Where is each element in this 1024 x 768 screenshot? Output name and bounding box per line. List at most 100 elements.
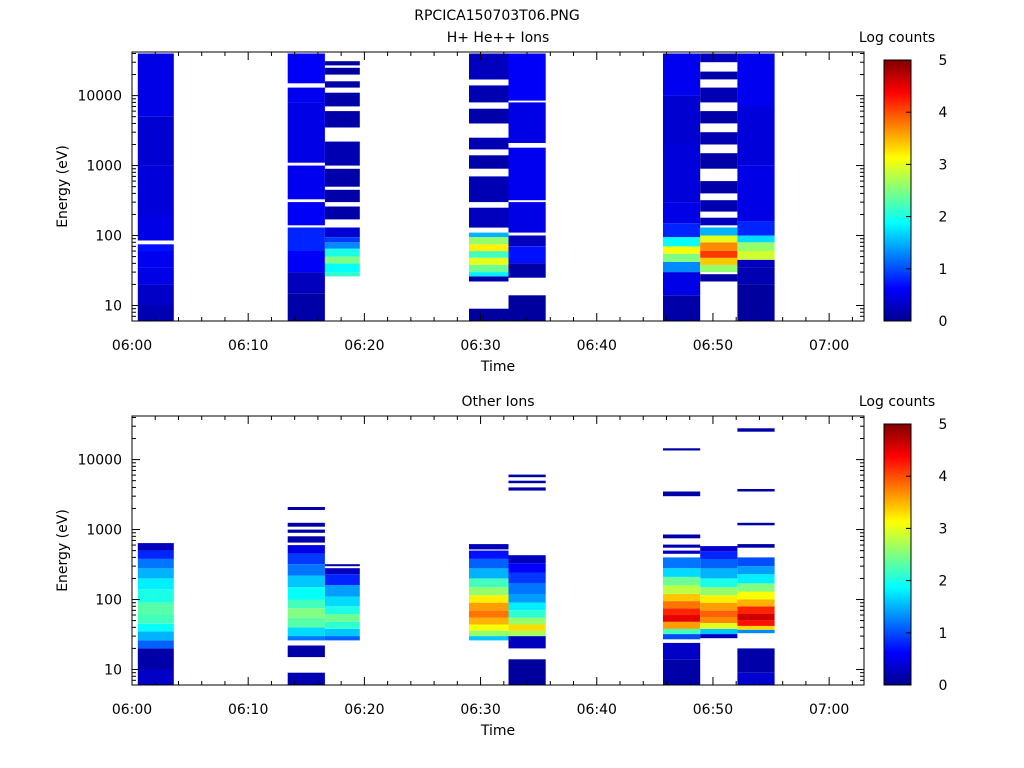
heatmap-cell (663, 608, 701, 616)
heatmap-cell (137, 251, 174, 268)
y-axis-label: Energy (eV) (55, 145, 71, 228)
heatmap-cell (469, 244, 509, 252)
heatmap-cell (663, 628, 701, 635)
heatmap-cell (324, 614, 360, 622)
heatmap-cell (324, 67, 360, 75)
x-tick-label: 06:50 (693, 702, 733, 718)
heatmap-cell (700, 587, 738, 596)
heatmap-cell (137, 669, 174, 685)
colorbar-gradient (883, 59, 912, 322)
x-tick-label: 06:20 (344, 702, 384, 718)
heatmap-cell (700, 181, 738, 194)
heatmap-cell (324, 621, 360, 629)
heatmap-cell (137, 640, 174, 649)
heatmap-cell (663, 557, 701, 569)
heatmap-cell (700, 111, 738, 124)
heatmap-cell (508, 235, 546, 247)
heatmap-cell (700, 628, 738, 635)
heatmap-cell (469, 207, 509, 228)
heatmap-cell (737, 591, 775, 600)
x-tick-label: 06:30 (460, 702, 500, 718)
heatmap-cell (508, 480, 546, 484)
heatmap-cell (663, 95, 701, 145)
heatmap-cell (324, 585, 360, 597)
heatmap-cell (324, 111, 360, 128)
heatmap-cell (137, 267, 174, 285)
heatmap-cell (137, 578, 174, 590)
heatmap-cell (508, 263, 546, 278)
heatmap-cell (663, 144, 701, 203)
heatmap-cell (137, 165, 174, 215)
heatmap-cell (663, 577, 701, 586)
heatmap-cell (469, 251, 509, 258)
y-tick-label: 1000 (86, 159, 122, 175)
heatmap-cell (737, 648, 775, 673)
heatmap-cell (508, 617, 546, 625)
heatmap-cell (508, 295, 546, 321)
heatmap-cell (324, 636, 360, 641)
heatmap-cell (737, 428, 775, 432)
heatmap-cell (324, 568, 360, 575)
heatmap-cell (287, 627, 325, 637)
heatmap-cell (663, 544, 701, 548)
heatmap-cell (324, 256, 360, 264)
colorbar-tick-label: 0 (939, 678, 948, 694)
heatmap-cell (137, 550, 174, 559)
heatmap-cell (737, 53, 775, 107)
heatmap-cell (663, 568, 701, 577)
heatmap-cell (287, 251, 325, 273)
heatmap-cell (469, 578, 509, 588)
heatmap-cell (663, 550, 701, 554)
heatmap-cell (737, 522, 775, 526)
heatmap-cell (737, 267, 775, 285)
heatmap-cell (287, 227, 325, 251)
heatmap-cell (508, 53, 546, 101)
heatmap-cell (287, 202, 325, 226)
heatmap-cell (137, 53, 174, 117)
heatmap-cell (324, 61, 360, 66)
heatmap-cells (137, 53, 775, 321)
heatmap-cell (700, 217, 738, 226)
heatmap-cell (324, 168, 360, 187)
panel-title: H+ He++ Ions (447, 30, 550, 46)
colorbar-tick-label: 4 (939, 469, 948, 485)
heatmap-cell (663, 53, 701, 96)
heatmap-cell (508, 102, 546, 143)
heatmap-cell (700, 87, 738, 103)
heatmap-cell (324, 189, 360, 203)
heatmap-cell (324, 227, 360, 237)
x-axis-label: Time (480, 359, 515, 375)
heatmap-cell (137, 543, 174, 551)
heatmap-cell (737, 165, 775, 222)
colorbar-tick-label: 5 (939, 417, 948, 433)
heatmap-cell (663, 621, 701, 629)
heatmap-cell (469, 155, 509, 169)
heatmap-cell (508, 659, 546, 685)
heatmap-cell (663, 246, 701, 254)
panel-title: Other Ions (461, 394, 534, 410)
heatmap-cell (469, 272, 509, 277)
heatmap-cell (700, 634, 738, 639)
heatmap-cell (700, 251, 738, 258)
heatmap-cell (737, 259, 775, 268)
x-axis-label: Time (480, 723, 515, 739)
colorbar-tick-label: 1 (939, 262, 948, 278)
y-tick-label: 100 (95, 593, 122, 609)
heatmap-cell (700, 546, 738, 552)
colorbar-label: Log counts (859, 30, 935, 46)
heatmap-cell (700, 559, 738, 569)
x-tick-label: 06:20 (344, 338, 384, 354)
heatmap-cell (508, 555, 546, 564)
heatmap-cell (737, 599, 775, 607)
heatmap-cell (737, 620, 775, 626)
heatmap-cell (737, 284, 775, 321)
heatmap-cell (324, 606, 360, 614)
heatmap-cell (469, 544, 509, 550)
heatmap-cell (287, 617, 325, 628)
heatmap-cell (469, 602, 509, 611)
heatmap-cell (287, 672, 325, 685)
heatmap-cell (737, 625, 775, 630)
heatmap-cell (737, 235, 775, 243)
heatmap-cell (663, 634, 701, 640)
figure-title: RPCICA150703T06.PNG (414, 8, 579, 24)
